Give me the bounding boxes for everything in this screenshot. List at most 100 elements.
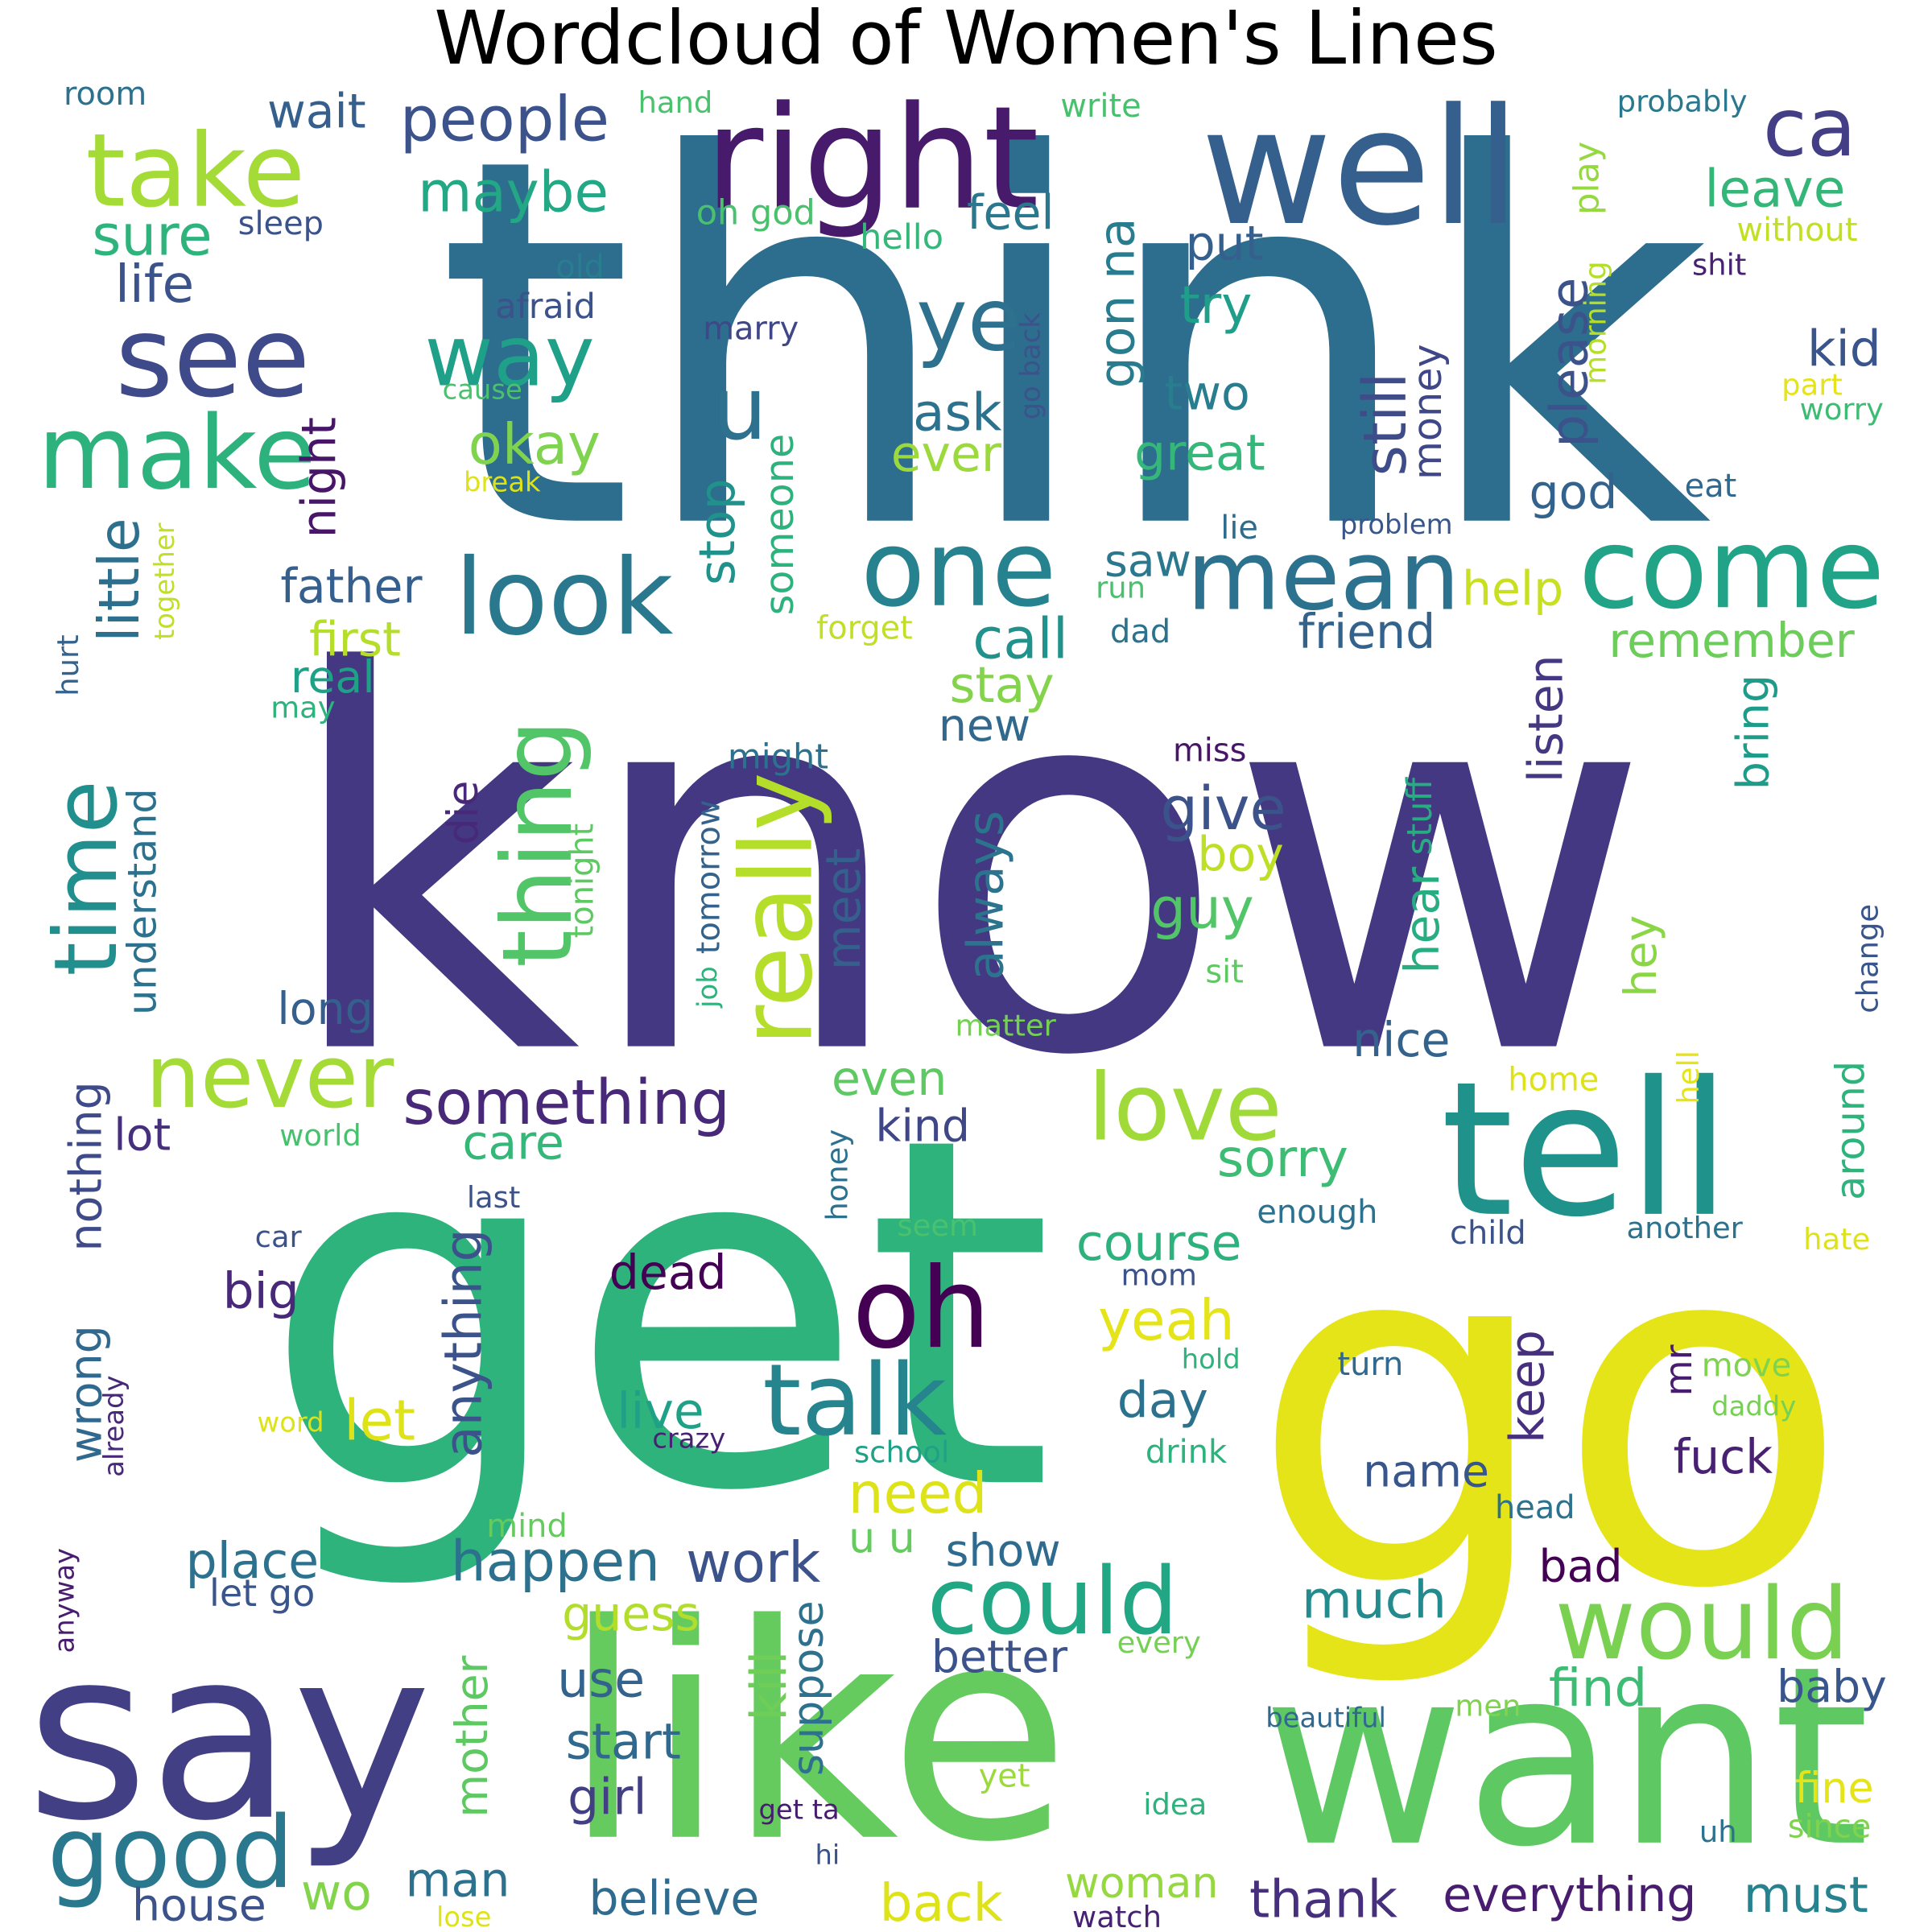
word-could: could	[927, 1548, 1179, 1656]
word-little: little	[88, 518, 152, 642]
word-dad: dad	[1110, 613, 1170, 650]
word-need: need	[848, 1462, 988, 1526]
word-leave: leave	[1704, 159, 1845, 220]
word-uh: uh	[1699, 1814, 1737, 1849]
word-call: call	[972, 607, 1068, 671]
word-remember: remember	[1608, 613, 1854, 668]
word-matter: matter	[956, 1008, 1057, 1042]
word-head: head	[1495, 1489, 1575, 1526]
word-move: move	[1702, 1347, 1791, 1384]
word-start: start	[566, 1712, 681, 1770]
word-everything: everything	[1443, 1868, 1696, 1922]
word-already: already	[98, 1375, 130, 1476]
word-care: care	[462, 1116, 564, 1170]
word-ask: ask	[913, 383, 1002, 444]
word-see: see	[115, 293, 310, 423]
word-feel: feel	[967, 185, 1055, 240]
word-hurt: hurt	[51, 634, 85, 696]
word-yet: yet	[979, 1757, 1030, 1794]
word-saw: saw	[1104, 536, 1191, 588]
word-girl: girl	[568, 1769, 647, 1827]
word-beautiful: beautiful	[1265, 1703, 1386, 1734]
word-like: like	[562, 1562, 1071, 1907]
word-bad: bad	[1539, 1542, 1623, 1593]
word-go-back: go back	[1014, 312, 1046, 420]
word-way: way	[424, 308, 594, 406]
word-love: love	[1088, 1055, 1282, 1162]
word-seem: seem	[897, 1208, 978, 1243]
word-hand: hand	[638, 85, 713, 120]
word-ye: ye	[916, 270, 1021, 371]
word-stuff: stuff	[1400, 777, 1440, 856]
word-guess: guess	[562, 1587, 700, 1641]
word-another: another	[1627, 1211, 1744, 1245]
word-oh: oh	[852, 1244, 991, 1373]
word-mind: mind	[486, 1508, 568, 1545]
word-try: try	[1179, 275, 1252, 336]
word-life: life	[115, 254, 194, 315]
word-oh-god: oh god	[696, 192, 815, 233]
word-shit: shit	[1692, 247, 1746, 282]
word-good: good	[47, 1795, 294, 1910]
word-great: great	[1134, 423, 1265, 481]
word-show: show	[946, 1525, 1061, 1577]
word-nice: nice	[1352, 1013, 1450, 1067]
word-change: change	[1851, 904, 1885, 1013]
word-mother: mother	[447, 1655, 498, 1817]
word-run: run	[1096, 570, 1146, 605]
word-well: well	[1201, 75, 1521, 262]
word-afraid: afraid	[495, 287, 596, 327]
word-happen: happen	[451, 1530, 660, 1595]
word-room: room	[64, 76, 147, 113]
word-u: u	[712, 359, 767, 460]
word-place: place	[186, 1532, 319, 1590]
word-break: break	[464, 467, 541, 498]
word-tell: tell	[1441, 1042, 1731, 1258]
word-two: two	[1164, 366, 1249, 421]
word-enough: enough	[1257, 1194, 1377, 1231]
word-back: back	[880, 1873, 1004, 1932]
word-job: job	[691, 966, 723, 1009]
word-live: live	[617, 1382, 704, 1440]
word-wrong: wrong	[61, 1325, 113, 1463]
word-old: old	[555, 249, 605, 286]
word-die: die	[440, 781, 488, 845]
word-mean: mean	[1187, 521, 1460, 633]
figure-title: Wordcloud of Women's Lines	[434, 0, 1498, 81]
word-new: new	[939, 700, 1030, 752]
word-keep: keep	[1501, 1330, 1555, 1443]
word-much: much	[1302, 1571, 1447, 1631]
word-u-u: u u	[848, 1514, 915, 1563]
word-come: come	[1579, 504, 1885, 634]
word-sit: sit	[1205, 954, 1244, 991]
word-hate: hate	[1803, 1222, 1870, 1257]
word-marry: marry	[703, 311, 799, 348]
word-word: word	[258, 1407, 324, 1439]
word-home: home	[1508, 1061, 1599, 1098]
word-child: child	[1450, 1215, 1526, 1252]
word-honey: honey	[820, 1129, 855, 1221]
word-believe: believe	[588, 1872, 759, 1926]
word-let: let	[344, 1389, 415, 1453]
word-anyway: anyway	[48, 1548, 80, 1653]
word-find: find	[1549, 1658, 1647, 1719]
word-day: day	[1117, 1371, 1208, 1429]
word-baby: baby	[1777, 1662, 1887, 1713]
word-fuck: fuck	[1674, 1430, 1773, 1484]
word-idea: idea	[1143, 1787, 1207, 1822]
word-ever: ever	[891, 425, 1002, 483]
word-sorry: sorry	[1217, 1129, 1348, 1189]
word-let-go: let go	[209, 1571, 315, 1615]
word-lie: lie	[1220, 510, 1258, 547]
word-cause: cause	[443, 374, 522, 406]
word-kill: kill	[741, 1651, 799, 1721]
word-meet: meet	[816, 848, 871, 970]
word-wo: wo	[301, 1864, 372, 1922]
word-kind: kind	[875, 1101, 970, 1153]
word-put: put	[1186, 217, 1264, 271]
word-car: car	[255, 1220, 303, 1254]
word-together: together	[149, 522, 180, 640]
word-get: get	[262, 1035, 1054, 1596]
word-want: want	[1262, 1614, 1870, 1901]
